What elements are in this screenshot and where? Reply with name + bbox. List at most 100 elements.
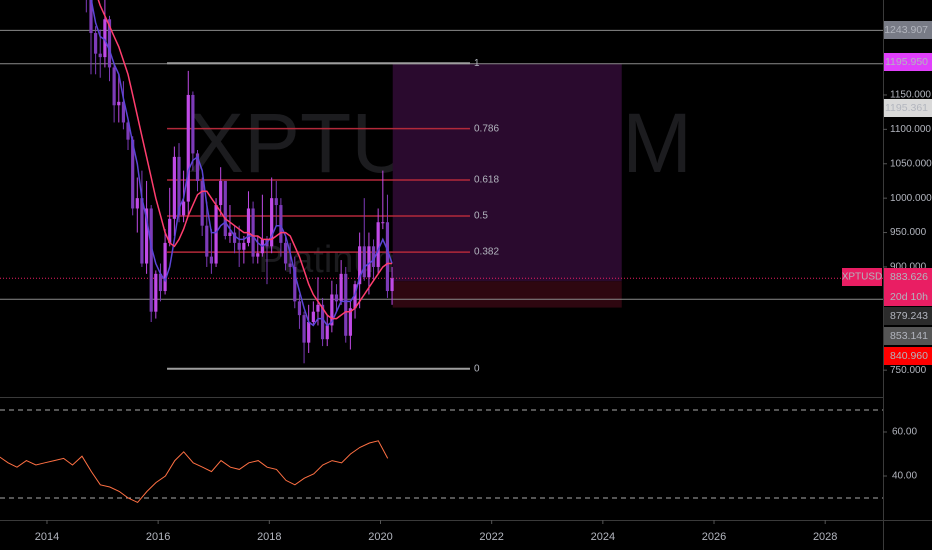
candle-body: [135, 198, 139, 209]
candle-body: [330, 294, 334, 326]
candle-body: [144, 208, 149, 264]
price-label-box: [884, 347, 932, 365]
x-tick-label: 2022: [479, 531, 503, 543]
y-tick-label: 1000.000: [890, 193, 932, 204]
price-label: 1195.950: [885, 56, 928, 68]
candle-body: [149, 208, 153, 312]
fib-label: 1: [474, 58, 480, 69]
candle-body: [256, 253, 260, 257]
x-tick-label: 2014: [35, 531, 59, 543]
y-tick-label: 750.000: [890, 365, 927, 376]
candle-body: [219, 180, 223, 206]
y-tick-label: 1100.000: [890, 124, 931, 135]
candle-body: [182, 201, 186, 216]
price-label-box: [884, 99, 932, 117]
candle-body: [339, 273, 343, 302]
fib-label: 0: [474, 363, 480, 374]
y-tick-label: 950.000: [890, 227, 927, 238]
x-tick-label: 2020: [368, 531, 392, 543]
candle-body: [168, 218, 172, 243]
fib-label: 0.382: [474, 247, 499, 258]
candle-body: [223, 180, 227, 236]
x-tick-label: 2026: [702, 531, 726, 543]
moving-average: [90, 0, 393, 327]
candle-body: [200, 180, 204, 226]
candle-body: [121, 101, 126, 123]
x-tick-label: 2016: [146, 531, 170, 543]
candle-body: [385, 222, 390, 292]
candle-body: [126, 122, 130, 140]
symbol-box: [842, 268, 882, 286]
candle-body: [325, 325, 329, 340]
candle-body: [279, 205, 283, 243]
candle-body: [158, 273, 163, 292]
candle-body: [140, 198, 144, 264]
candle-body: [293, 266, 297, 302]
position-profit-zone: [392, 63, 622, 282]
candle-body: [297, 301, 302, 316]
candle-body: [362, 246, 366, 278]
candle-body: [107, 19, 112, 68]
candle-body: [131, 139, 135, 209]
moving-average: [97, 0, 393, 320]
candle-body: [390, 278, 394, 292]
candle-body: [195, 153, 200, 181]
y-tick-label: 1050.000: [890, 158, 932, 169]
x-tick-label: 2018: [257, 531, 281, 543]
y-tick-label: 1150.000: [890, 90, 931, 101]
candle-body: [246, 208, 251, 243]
candle-body: [270, 198, 274, 247]
price-label-box: [884, 307, 932, 325]
candle-body: [94, 33, 98, 54]
y-tick-label: 60.00: [892, 427, 917, 438]
candle-body: [186, 94, 190, 202]
candle-body: [376, 222, 380, 267]
candle-body: [358, 246, 362, 285]
candle-body: [288, 263, 292, 267]
candle-body: [205, 225, 209, 257]
candle-body: [89, 0, 93, 34]
candle-body: [344, 273, 348, 336]
candle-body: [98, 53, 102, 58]
candle-body: [381, 222, 385, 224]
countdown: 20d 10h: [890, 291, 928, 303]
position-loss-zone: [392, 281, 622, 308]
candle-body: [214, 205, 218, 264]
y-tick-label: 900.000: [890, 262, 927, 273]
candle-body: [228, 232, 232, 236]
symbol-label: XPTUSD: [842, 272, 883, 283]
candle-body: [237, 242, 241, 250]
candle-body: [334, 294, 339, 302]
x-tick-label: 2024: [591, 531, 615, 543]
price-label: 840.960: [890, 350, 928, 362]
candle-body: [367, 246, 371, 278]
candle-body: [348, 308, 352, 336]
price-label: 1195.361: [885, 102, 928, 114]
candle-body: [302, 315, 306, 343]
candle-body: [232, 232, 237, 243]
candle-body: [172, 156, 176, 219]
candle-body: [103, 19, 107, 58]
candle-body: [371, 246, 376, 267]
candle-body: [316, 304, 320, 312]
last-price-box: [884, 268, 932, 306]
candle-body: [353, 284, 357, 309]
candle-body: [283, 242, 288, 264]
candle-body: [242, 242, 246, 250]
price-label: 879.243: [890, 310, 928, 322]
price-label-box: [884, 21, 932, 39]
candle-body: [163, 242, 167, 292]
candle-body: [177, 156, 181, 216]
candle-body: [311, 311, 315, 323]
candle-body: [117, 101, 121, 106]
candle-body: [274, 198, 278, 206]
candle-body: [112, 67, 116, 106]
price-label-box: [884, 53, 932, 71]
y-tick-label: 40.00: [892, 471, 917, 482]
price-label: 1243.907: [884, 24, 928, 36]
price-label-box: [884, 327, 932, 345]
candle-body: [154, 273, 158, 312]
price-label: 853.141: [890, 330, 928, 342]
candle-body: [320, 304, 325, 340]
